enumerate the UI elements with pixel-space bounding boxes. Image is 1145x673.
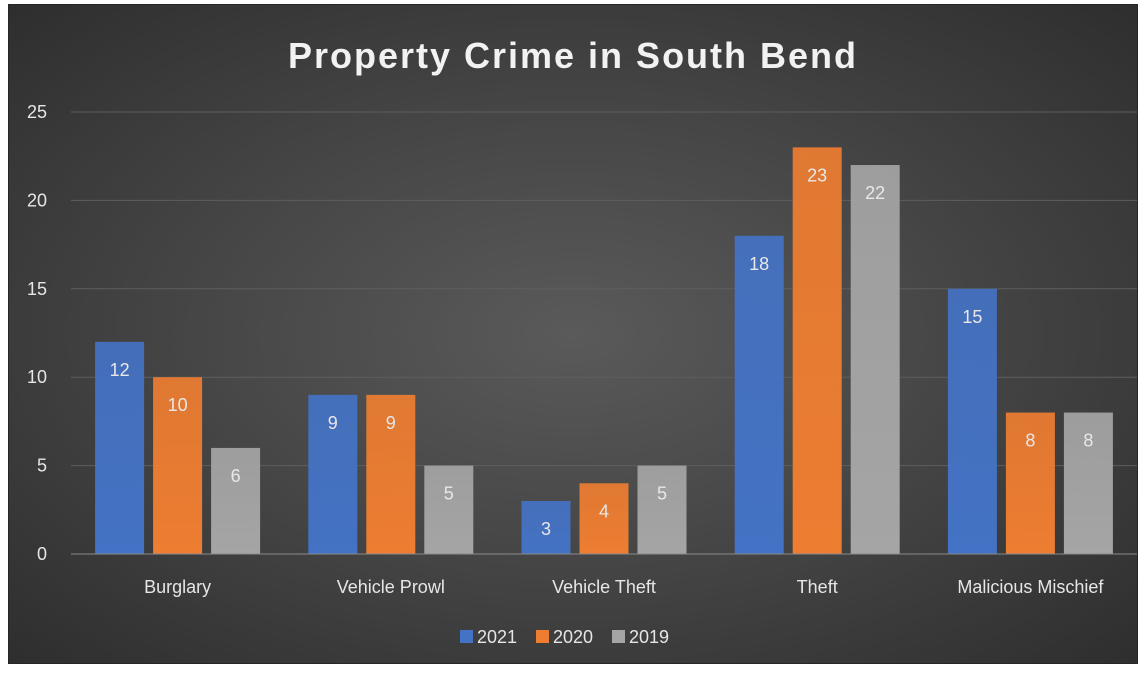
data-label: 4 [599,501,609,521]
data-label: 8 [1083,431,1093,451]
legend-swatch [612,630,625,643]
legend-swatch [536,630,549,643]
bar-2019-burglary [211,447,261,554]
x-category-label: Malicious Mischief [957,577,1104,597]
data-label: 5 [657,484,667,504]
chart-title: Property Crime in South Bend [287,35,859,76]
chart-plot: 12 10 6 9 9 5 3 4 5 18 23 22 15 8 8 0 5 10 15 20 25 Burglary… [27,102,1137,647]
bar-2021-vehicle-prowl [308,394,358,554]
bar-2019-malicious-mischief [1063,412,1113,554]
y-tick-label: 0 [37,544,47,564]
chart-area: Property Crime in South Bend 12 10 6 9 9 5 3 4 5… [8,4,1138,664]
y-tick-label: 5 [37,456,47,476]
x-category-label: Vehicle Prowl [337,577,445,597]
x-category-label: Vehicle Theft [552,577,656,597]
data-label: 9 [386,413,396,433]
data-label: 6 [231,466,241,486]
bar-2019-vehicle-theft [637,465,687,554]
legend-label: 2020 [553,627,593,647]
bar-2020-vehicle-theft [579,483,629,554]
legend-swatch [460,630,473,643]
data-label: 9 [328,413,338,433]
bar-2019-vehicle-prowl [424,465,474,554]
data-label: 3 [541,519,551,539]
data-label: 12 [110,360,130,380]
bar-2020-vehicle-prowl [366,394,416,554]
bar-2021-malicious-mischief [947,288,997,554]
data-label: 22 [865,183,885,203]
x-category-label: Theft [797,577,838,597]
y-tick-label: 20 [27,190,47,210]
bar-2021-burglary [95,341,145,554]
data-label: 18 [749,254,769,274]
y-tick-label: 25 [27,102,47,122]
data-label: 23 [807,165,827,185]
data-label: 8 [1025,431,1035,451]
data-label: 10 [168,395,188,415]
legend-label: 2019 [629,627,669,647]
bar-2021-theft [734,235,784,554]
y-tick-label: 15 [27,279,47,299]
bar-2021-vehicle-theft [521,500,571,554]
data-label: 15 [962,307,982,327]
x-category-label: Burglary [144,577,211,597]
bar-2020-malicious-mischief [1005,412,1055,554]
bar-2020-theft [792,147,842,555]
y-tick-label: 10 [27,367,47,387]
bar-2020-burglary [153,377,203,554]
legend-label: 2021 [477,627,517,647]
bar-2019-theft [850,165,900,555]
data-label: 5 [444,484,454,504]
